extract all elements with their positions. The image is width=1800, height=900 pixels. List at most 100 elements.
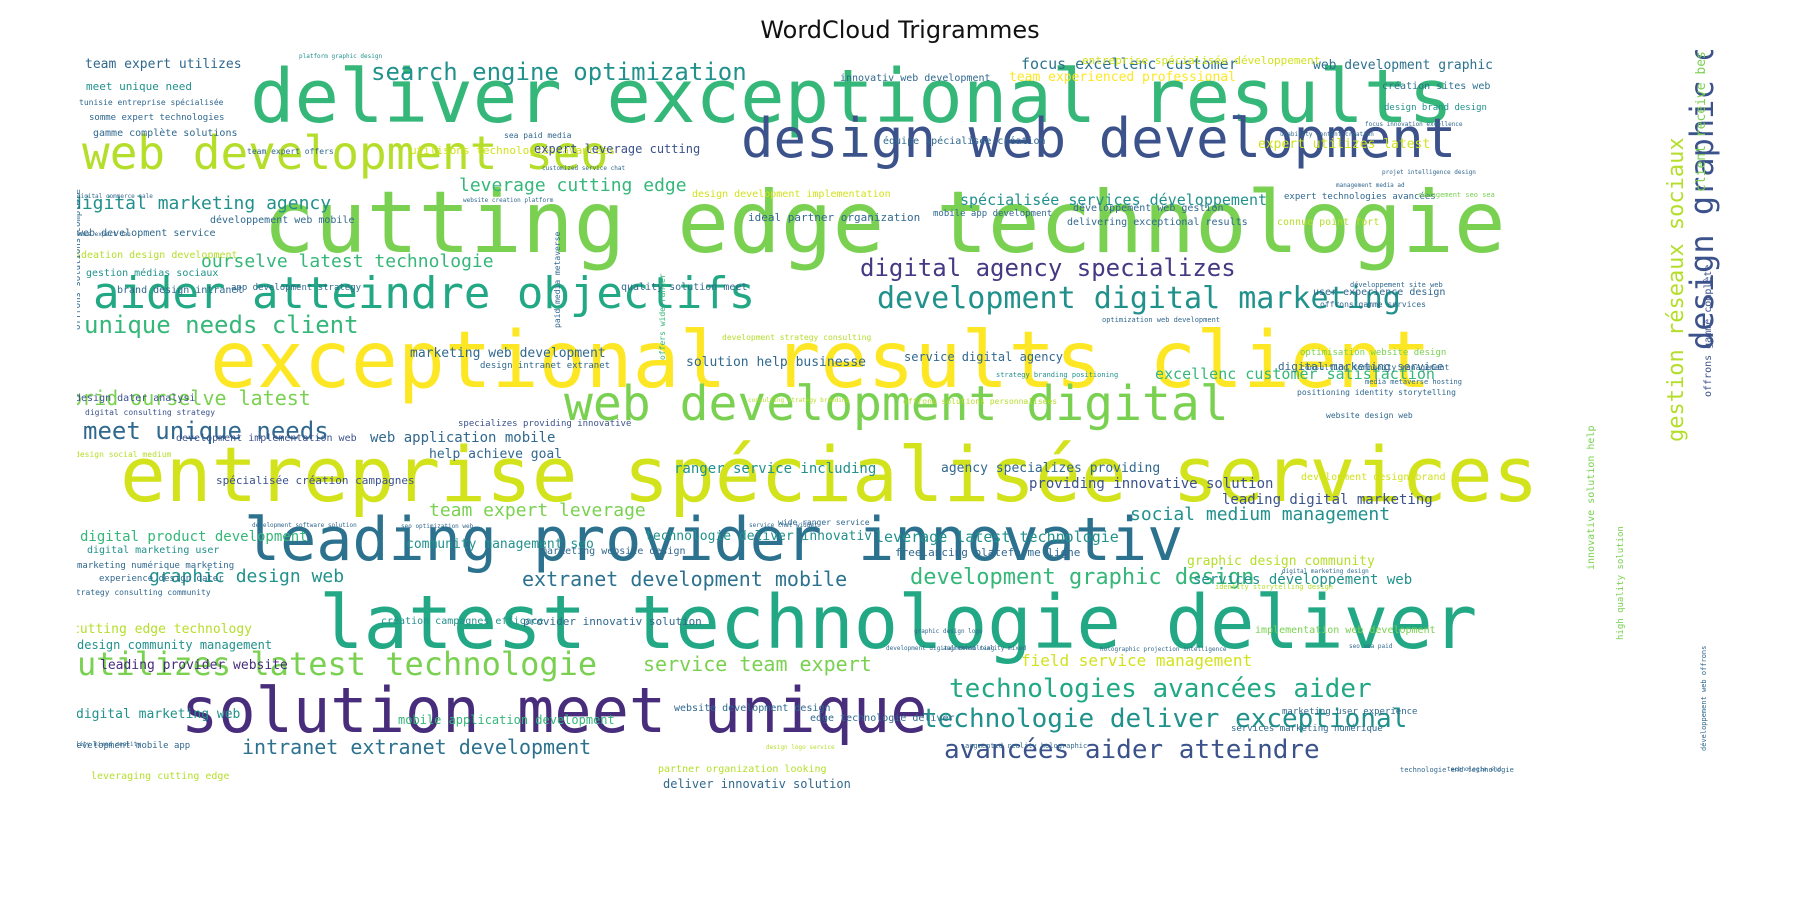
word-brand-design-intranet: brand design intranet xyxy=(117,285,244,296)
word-user-experience-design: user experience design xyxy=(1313,287,1446,298)
word-meet-unique-need: meet unique need xyxy=(86,80,192,93)
word-creation-sites-web: création sites web xyxy=(1382,81,1491,92)
word-expert-utilizes-latest: expert utilizes latest xyxy=(1258,137,1431,152)
word-equipe-specialisee-creation: équipe spécialisée création xyxy=(883,136,1046,147)
word-web-development-digital: web development digital xyxy=(564,376,1229,432)
word-technologie-deliver-exceptional: technologie deliver exceptional xyxy=(922,704,1408,734)
word-augmented-reality-holographic: augmented reality holographic xyxy=(965,742,1088,750)
word-sea-paid-media: sea paid media xyxy=(504,131,572,140)
word-focus-excellenc-customer: focus excellenc customer xyxy=(1021,55,1238,73)
word-services-developpement-web: services développement web xyxy=(1193,572,1413,588)
word-technologies-avancees-aider: technologies avancées aider xyxy=(949,674,1372,704)
word-developpement-web-gestion: développement web gestion xyxy=(1073,203,1224,214)
word-leveraging-cutting-edge: leveraging cutting edge xyxy=(91,771,230,782)
word-media-metaverse-hosting: media metaverse hosting xyxy=(1365,378,1462,386)
word-provider-innovativ-solution: provider innovativ solution xyxy=(523,615,702,628)
word-delivering-exceptional-results: delivering exceptional results xyxy=(1067,217,1248,228)
word-providing-innovative-solution: providing innovative solution xyxy=(1029,476,1274,492)
word-offrons-solutions-complete: offrons solutions complète xyxy=(77,189,83,330)
word-intranet-extranet-development: intranet extranet development xyxy=(242,735,592,759)
word-paid-media-metaverse: paid media metaverse xyxy=(553,231,562,328)
word-gestion-reseaux-sociaux: gestion réseaux sociaux xyxy=(1664,137,1689,442)
word-cutting-edge-technologie: cutting edge technologie xyxy=(263,173,1506,273)
word-somme-expert-dan: somme expert dan xyxy=(77,231,131,238)
word-digital-agency-specializes: digital agency specializes xyxy=(860,254,1236,282)
word-unique-needs-client: unique needs client xyxy=(84,311,359,339)
word-focus-innovation-excellence: focus innovation excellence xyxy=(1365,121,1463,128)
word-specialisee-creation-campagnes: spécialisée création campagnes xyxy=(216,474,415,487)
word-avancees-aider-atteindre: avancées aider atteindre xyxy=(944,735,1320,765)
word-expert-leverage-cutting: expert leverage cutting xyxy=(534,142,701,156)
word-website-creation-platform: website creation platform xyxy=(463,197,554,204)
word-platform-graphic-design: platform graphic design xyxy=(299,53,383,60)
word-team-expert-offers: team expert offers xyxy=(247,147,334,156)
word-design-web-development: design web development xyxy=(741,107,1457,170)
word-implementation-web-development: implementation web development xyxy=(1255,625,1436,636)
word-positioning-identity-storytelling: positioning identity storytelling xyxy=(1297,388,1456,397)
word-entreprise-specialisee-developpement: entreprise spécialisée développement xyxy=(1082,54,1321,67)
word-leverage-cutting-edge: leverage cutting edge xyxy=(459,175,687,196)
word-partner-organization-looking: partner organization looking xyxy=(658,764,827,775)
word-graphic-design-logo: graphic design logo xyxy=(914,628,983,635)
word-digital-marketing-user: digital marketing user xyxy=(87,545,220,556)
word-specialisee-services-developpement: spécialisée services développement xyxy=(960,191,1268,209)
word-web-development-service: web development service xyxy=(77,228,216,239)
word-technologie-deliver-innovativ: technologie deliver innovativ xyxy=(645,529,872,544)
word-offers-wide-ranger: offers wide ranger xyxy=(658,273,667,360)
word-search-engine-optimization: search engine optimization xyxy=(371,58,747,86)
word-consulting-community-management: consulting community management xyxy=(1300,363,1450,372)
word-management-seo-sea: management seo sea xyxy=(1419,191,1495,199)
word-utilizes-latest-technologie: utilizes latest technologie xyxy=(77,645,598,683)
word-design-intranet-extranet: design intranet extranet xyxy=(480,361,611,371)
word-consulting-strategy-branding: consulting strategy branding xyxy=(748,397,850,404)
word-projet-intelligence-design: projet intelligence design xyxy=(1382,169,1476,176)
word-innovative-solution-help: innovative solution help xyxy=(1586,425,1597,571)
word-ideal-partner-organization: ideal partner organization xyxy=(748,211,921,224)
word-design-development-implementation: design development implementation xyxy=(692,189,891,200)
word-deliver-exceptional-results: deliver exceptional results xyxy=(250,54,1453,140)
word-leading-provider-innovativ: leading provider innovativ xyxy=(244,505,1184,575)
word-optimization-web-development: optimization web development xyxy=(1102,316,1221,324)
word-digital-marketing-design: digital marketing design xyxy=(1282,568,1369,575)
word-website-design-web: website design web xyxy=(1326,411,1413,420)
word-team-expert-utilizes: team expert utilizes xyxy=(85,57,242,72)
word-development-digital-marketing: development digital marketing xyxy=(877,281,1401,316)
word-entreprise-specialisee-services: entreprise spécialisée services xyxy=(120,430,1539,519)
word-utilisons-technologies-avancees: utilisons technologies avancées xyxy=(410,144,616,157)
word-tunisie-entreprise-specialisee: tunisie entreprise spécialisée xyxy=(79,98,224,107)
word-creation-campagnes-efficace: création campagnes efficace xyxy=(381,616,544,627)
word-web-development-graphic: web development graphic xyxy=(1313,58,1494,73)
word-cutting-edge-technology: cutting edge technology xyxy=(77,622,253,637)
word-development-mobile-app: development mobile app xyxy=(77,741,191,751)
word-identity-storytelling-design: identity storytelling design xyxy=(1215,583,1334,591)
word-holographic-projection-intelligence: holographic projection intelligence xyxy=(1100,646,1227,653)
word-solution-meet-unique: solution meet unique xyxy=(181,674,928,747)
word-design-social-medium: design social medium xyxy=(77,450,172,459)
word-graphic-design-community: graphic design community xyxy=(1187,554,1375,569)
word-team-expert-leverage: team expert leverage xyxy=(429,500,646,521)
word-gestion-medias-sociaux: gestion médias sociaux xyxy=(86,268,219,279)
word-services-marketing-numerique: services marketing numérique xyxy=(1231,724,1383,734)
word-digital-commerce-sale: digital commerce sale xyxy=(77,193,153,200)
word-augmented-reality-mixed: augmented reality mixed xyxy=(943,645,1027,652)
word-community-management-seo: community management seo xyxy=(406,537,594,552)
word-deliver-innovativ-solution: deliver innovativ solution xyxy=(663,777,851,791)
word-ideation-design-development: ideation design development xyxy=(77,250,238,261)
word-help-achieve-goal: help achieve goal xyxy=(429,447,563,462)
word-agency-specializes-providing: agency specializes providing xyxy=(941,461,1161,476)
word-service-digital-agency: service digital agency xyxy=(904,350,1063,364)
word-solution-help-businesse: solution help businesse xyxy=(686,355,867,370)
word-specializes-providing-innovative: specializes providing innovative xyxy=(458,419,632,429)
word-web-development-seo: web development seo xyxy=(82,126,609,180)
word-service-chat-widget: service chat widget xyxy=(749,522,818,529)
word-marketing-numerique-marketing: marketing numérique marketing xyxy=(77,561,235,571)
word-mobile-app-development: mobile app development xyxy=(933,209,1053,219)
word-team-experienced-professional: team experienced professional xyxy=(1009,70,1236,85)
word-digital-consulting-strategy: digital consulting strategy xyxy=(85,408,216,417)
word-high-quality-solution: high quality solution xyxy=(1616,526,1626,640)
word-social-medium-management: social medium management xyxy=(1130,504,1391,525)
word-development-design-brand: development design brand xyxy=(1301,472,1446,483)
word-mobile-application-development: mobile application development xyxy=(398,713,615,727)
word-customized-service-chat: customized service chat xyxy=(542,165,626,172)
word-marketing-web-development: marketing web development xyxy=(410,346,606,361)
